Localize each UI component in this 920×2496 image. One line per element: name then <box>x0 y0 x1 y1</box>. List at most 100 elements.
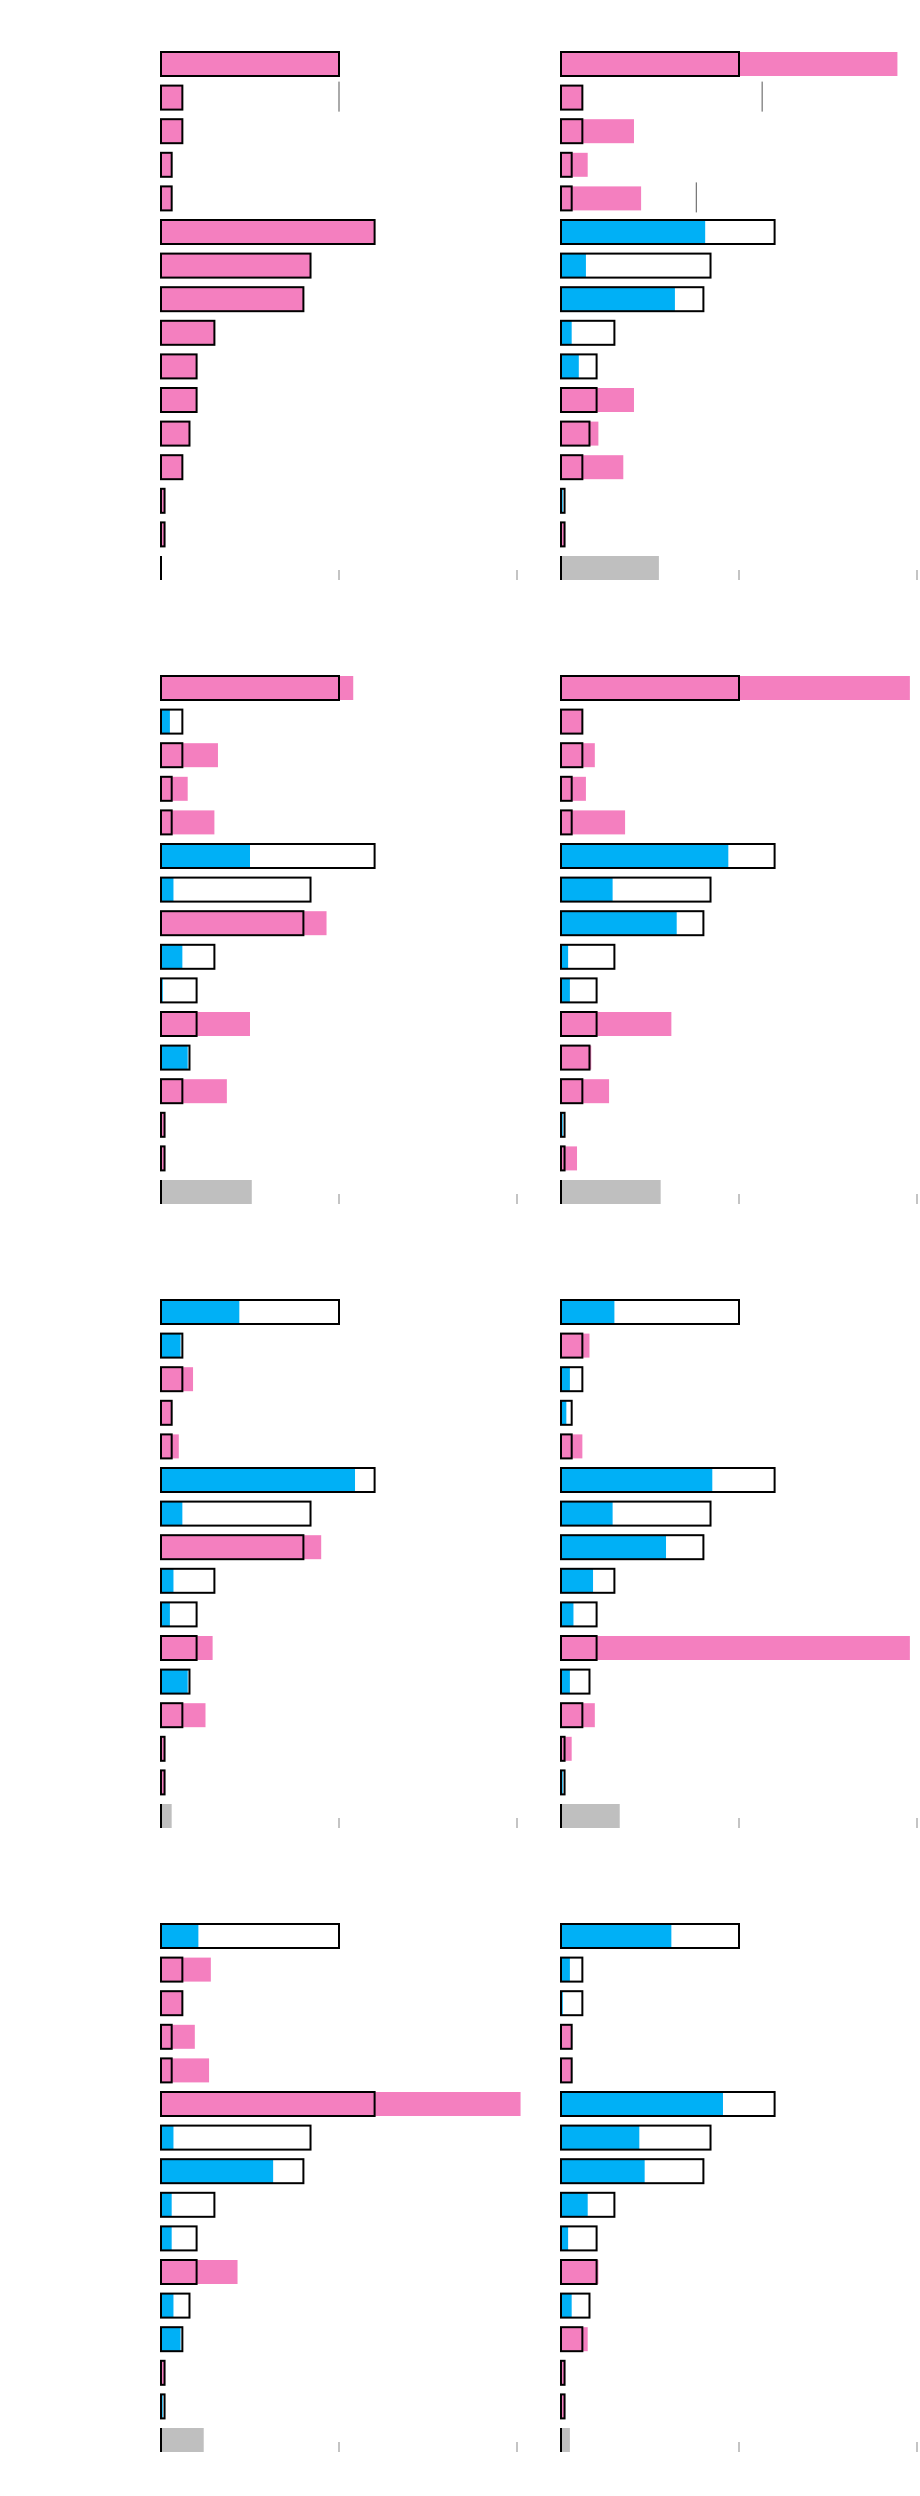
reference-bar <box>160 1366 184 1393</box>
reference-bar <box>160 2225 198 2252</box>
value-bar <box>561 1045 592 1070</box>
reference-bar <box>560 151 573 178</box>
reference-bar <box>160 51 340 77</box>
reference-bar <box>160 1332 184 1359</box>
reference-bar <box>160 2191 216 2218</box>
reference-bar <box>560 809 573 836</box>
reference-bar <box>160 252 312 279</box>
reference-bar <box>160 775 173 802</box>
value-bar <box>561 1333 590 1358</box>
value-bar <box>161 2159 274 2184</box>
value-bar <box>161 743 218 768</box>
value-bar <box>561 676 910 700</box>
value-bar <box>161 1012 250 1036</box>
reference-bar <box>160 151 173 178</box>
value-bar <box>561 1568 594 1593</box>
value-bar <box>561 978 570 1003</box>
reference-bar <box>160 1500 312 1527</box>
value-bar <box>561 2360 565 2385</box>
value-bar <box>161 1300 240 1324</box>
reference-bar <box>160 2259 198 2285</box>
reference-bar <box>160 1399 173 1426</box>
value-bar <box>161 810 215 835</box>
reference-bar <box>160 2393 166 2420</box>
value-bar <box>561 776 586 801</box>
value-bar <box>161 709 170 734</box>
reference-bar <box>160 910 305 937</box>
reference-bar <box>160 1534 305 1561</box>
value-bar <box>161 2428 204 2452</box>
value-bar <box>161 320 215 345</box>
value-bar <box>561 556 659 580</box>
reference-bar <box>560 2259 598 2285</box>
value-bar <box>561 1180 661 1204</box>
reference-bar <box>560 387 598 413</box>
reference-bar <box>560 675 740 701</box>
value-bar <box>161 1636 213 1660</box>
value-bar <box>161 1146 165 1171</box>
reference-bar <box>560 2393 566 2420</box>
reference-bar <box>560 2359 566 2386</box>
reference-bar <box>560 1923 740 1949</box>
reference-bar <box>160 521 166 548</box>
reference-bar <box>160 185 173 212</box>
value-bar <box>161 1602 170 1627</box>
value-bar <box>161 1333 181 1358</box>
value-bar <box>561 1367 570 1392</box>
reference-bar <box>560 1366 584 1393</box>
value-bar <box>161 1400 172 1425</box>
value-bar <box>561 911 677 936</box>
value-bar <box>161 1669 188 1694</box>
value-bar <box>561 2327 588 2352</box>
value-bar <box>161 2125 174 2150</box>
reference-bar <box>560 977 598 1004</box>
value-bar <box>561 1636 910 1660</box>
value-bar <box>161 1957 211 1982</box>
value-bar <box>561 1535 667 1560</box>
value-bar <box>161 388 197 412</box>
value-bar <box>561 743 595 768</box>
reference-bar <box>160 2292 191 2319</box>
reference-bar <box>160 84 184 111</box>
value-bar <box>561 2159 645 2184</box>
value-bar <box>561 186 642 211</box>
reference-bar <box>160 1601 198 1628</box>
value-bar <box>161 220 375 244</box>
value-bar <box>561 2226 569 2251</box>
value-bar <box>161 844 250 868</box>
value-bar <box>561 421 599 446</box>
reference-bar <box>560 1635 598 1661</box>
reference-bar <box>560 1467 776 1493</box>
reference-bar <box>560 1567 616 1594</box>
reference-bar <box>560 1990 584 2017</box>
value-bar <box>561 2394 565 2419</box>
reference-bar <box>160 742 184 769</box>
panel-3 <box>160 675 518 1204</box>
value-bar <box>561 2260 599 2284</box>
value-bar <box>561 1736 572 1761</box>
reference-bar <box>160 1923 340 1949</box>
panel-1 <box>160 51 518 580</box>
reference-bar <box>560 1956 584 1983</box>
value-bar <box>161 1501 183 1526</box>
reference-bar <box>560 454 584 481</box>
reference-bar <box>560 1111 566 1138</box>
reference-bar <box>160 1956 184 1983</box>
value-bar <box>561 944 569 969</box>
value-bar <box>161 2327 181 2352</box>
value-bar <box>561 810 626 835</box>
value-bar <box>161 2360 165 2385</box>
value-bar <box>161 1468 356 1492</box>
reference-bar <box>560 910 705 937</box>
reference-bar <box>160 286 305 313</box>
value-bar <box>561 2428 570 2452</box>
value-bar <box>561 220 706 244</box>
reference-bar <box>160 487 166 514</box>
value-bar <box>561 253 586 278</box>
reference-bar <box>560 843 776 869</box>
value-bar <box>161 186 172 211</box>
reference-bar <box>160 1567 216 1594</box>
reference-bar <box>160 2091 376 2117</box>
value-bar <box>161 1045 188 1070</box>
reference-bar <box>560 1044 591 1071</box>
